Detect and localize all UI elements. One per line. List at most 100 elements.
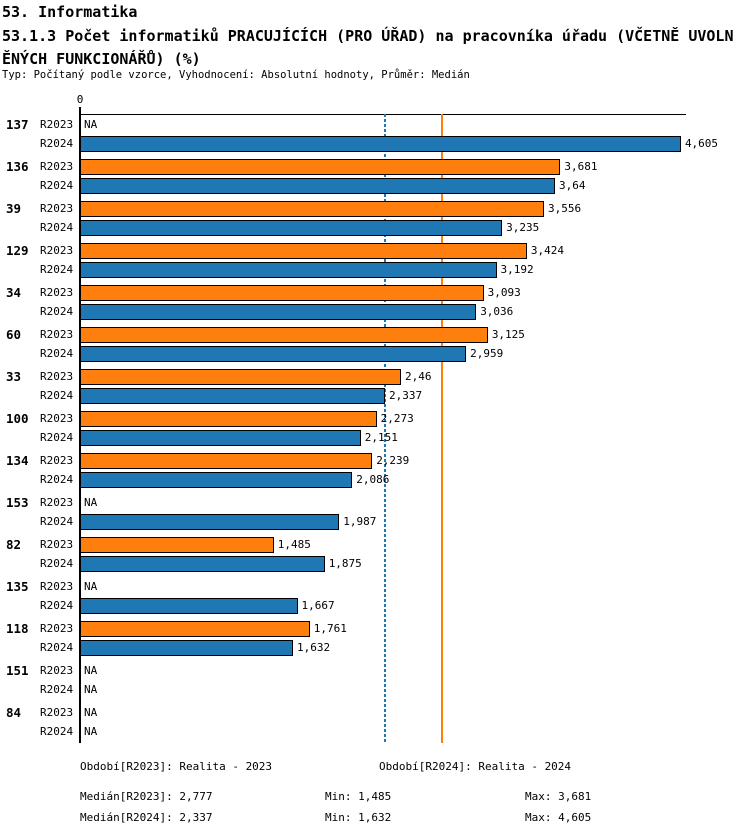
bar-zone: NA [80, 703, 750, 722]
chart-row: 39 R2023 3,556 [0, 199, 750, 218]
bar-value-label: 1,987 [343, 515, 377, 528]
chart-row: 136 R2023 3,681 [0, 157, 750, 176]
series-label: R2024 [40, 305, 74, 318]
bar-r2024 [80, 387, 385, 404]
na-label: NA [84, 580, 98, 593]
series-label: R2023 [40, 538, 74, 551]
series-label: R2024 [40, 515, 74, 528]
chart-group: 33 R2023 2,46 R2024 2,337 [0, 367, 750, 405]
series-label: R2023 [40, 118, 74, 131]
bar-zone: 2,239 [80, 451, 750, 470]
series-label: R2024 [40, 599, 74, 612]
row-id-label: 136 [6, 159, 29, 174]
bar-value-label: 1,632 [296, 641, 331, 654]
row-id-label: 134 [6, 453, 29, 468]
series-label: R2023 [40, 412, 74, 425]
bar-zone: 2,151 [80, 428, 750, 447]
bar-r2023 [80, 620, 310, 637]
bar-r2023 [80, 200, 545, 217]
chart-row: R2024 3,036 [0, 302, 750, 321]
bar-value-label: 3,64 [559, 179, 586, 192]
chart-row: R2024 2,151 [0, 428, 750, 447]
chart-group: 134 R2023 2,239 R2024 2,086 [0, 451, 750, 489]
bar-zone: 1,875 [80, 554, 750, 573]
row-id-label: 153 [6, 495, 29, 510]
series-label: R2023 [40, 244, 74, 257]
bar-zone: NA [80, 577, 750, 596]
series-label: R2024 [40, 347, 74, 360]
chart-row: 151 R2023 NA [0, 661, 750, 680]
bar-r2024 [80, 555, 325, 572]
series-label: R2023 [40, 454, 74, 467]
indicator-meta: Typ: Počítaný podle vzorce, Vyhodnocení:… [2, 69, 470, 81]
chart-row: 118 R2023 1,761 [0, 619, 750, 638]
series-label: R2023 [40, 706, 74, 719]
bar-zone: 3,681 [80, 157, 750, 176]
bar-zone: NA [80, 661, 750, 680]
chart-group: 118 R2023 1,761 R2024 1,632 [0, 619, 750, 657]
bar-value-label: 2,273 [380, 412, 414, 425]
bar-zone: 1,667 [80, 596, 750, 615]
bar-zone: 2,46 [80, 367, 750, 386]
axis-zero-label: 0 [76, 93, 84, 106]
chart-group: 60 R2023 3,125 R2024 2,959 [0, 325, 750, 363]
chart-row: R2024 3,235 [0, 218, 750, 237]
chart-group: 153 R2023 NA R2024 1,987 [0, 493, 750, 531]
bar-r2023 [80, 452, 373, 469]
bar-zone: NA [80, 115, 750, 134]
chart-group: 100 R2023 2,273 R2024 2,151 [0, 409, 750, 447]
bar-zone: 2,959 [80, 344, 750, 363]
chart-row: 134 R2023 2,239 [0, 451, 750, 470]
bar-zone: NA [80, 722, 750, 741]
bar-zone: 3,64 [80, 176, 750, 195]
series-label: R2024 [40, 725, 74, 738]
chart-group: 39 R2023 3,556 R2024 3,235 [0, 199, 750, 237]
row-id-label: 151 [6, 663, 29, 678]
chart-row: R2024 3,192 [0, 260, 750, 279]
series-label: R2024 [40, 473, 74, 486]
na-label: NA [84, 118, 98, 131]
row-id-label: 84 [6, 705, 22, 720]
row-id-label: 135 [6, 579, 29, 594]
series-label: R2023 [40, 664, 74, 677]
bar-value-label: 3,125 [491, 328, 525, 341]
row-id-label: 137 [6, 117, 29, 132]
row-id-label: 118 [6, 621, 29, 636]
bar-zone: 2,273 [80, 409, 750, 428]
chart-row: R2024 4,605 [0, 134, 750, 153]
chart-row: R2024 1,987 [0, 512, 750, 531]
stat-min-r2023: Min: 1,485 [325, 790, 392, 803]
bar-zone: NA [80, 493, 750, 512]
indicator-title-line1: 53.1.3 Počet informatiků PRACUJÍCÍCH (PR… [2, 27, 734, 45]
bar-value-label: 3,424 [530, 244, 564, 257]
chart-group: 136 R2023 3,681 R2024 3,64 [0, 157, 750, 195]
bar-r2024 [80, 429, 361, 446]
chart-row: 135 R2023 NA [0, 577, 750, 596]
series-label: R2023 [40, 580, 74, 593]
series-label: R2024 [40, 557, 74, 570]
series-label: R2023 [40, 496, 74, 509]
series-label: R2023 [40, 286, 74, 299]
page-title: 53. Informatika [2, 3, 138, 21]
bar-value-label: 3,235 [506, 221, 540, 234]
chart-row: 153 R2023 NA [0, 493, 750, 512]
bar-r2023 [80, 410, 377, 427]
chart-group: 151 R2023 NA R2024 NA [0, 661, 750, 699]
bar-value-label: 3,093 [487, 286, 521, 299]
stat-median-r2023: Medián[R2023]: 2,777 [80, 790, 213, 803]
chart-group: 129 R2023 3,424 R2024 3,192 [0, 241, 750, 279]
chart-group: 84 R2023 NA R2024 NA [0, 703, 750, 741]
chart-row: R2024 1,632 [0, 638, 750, 657]
row-id-label: 39 [6, 201, 22, 216]
chart-row: R2024 2,959 [0, 344, 750, 363]
bar-value-label: 3,036 [480, 305, 514, 318]
chart-group: 82 R2023 1,485 R2024 1,875 [0, 535, 750, 573]
bar-value-label: 2,959 [470, 347, 504, 360]
bar-zone: 2,337 [80, 386, 750, 405]
chart-row: 33 R2023 2,46 [0, 367, 750, 386]
na-label: NA [84, 683, 98, 696]
series-label: R2023 [40, 622, 74, 635]
bar-r2023 [80, 158, 561, 175]
na-label: NA [84, 725, 98, 738]
bar-value-label: 2,46 [405, 370, 432, 383]
